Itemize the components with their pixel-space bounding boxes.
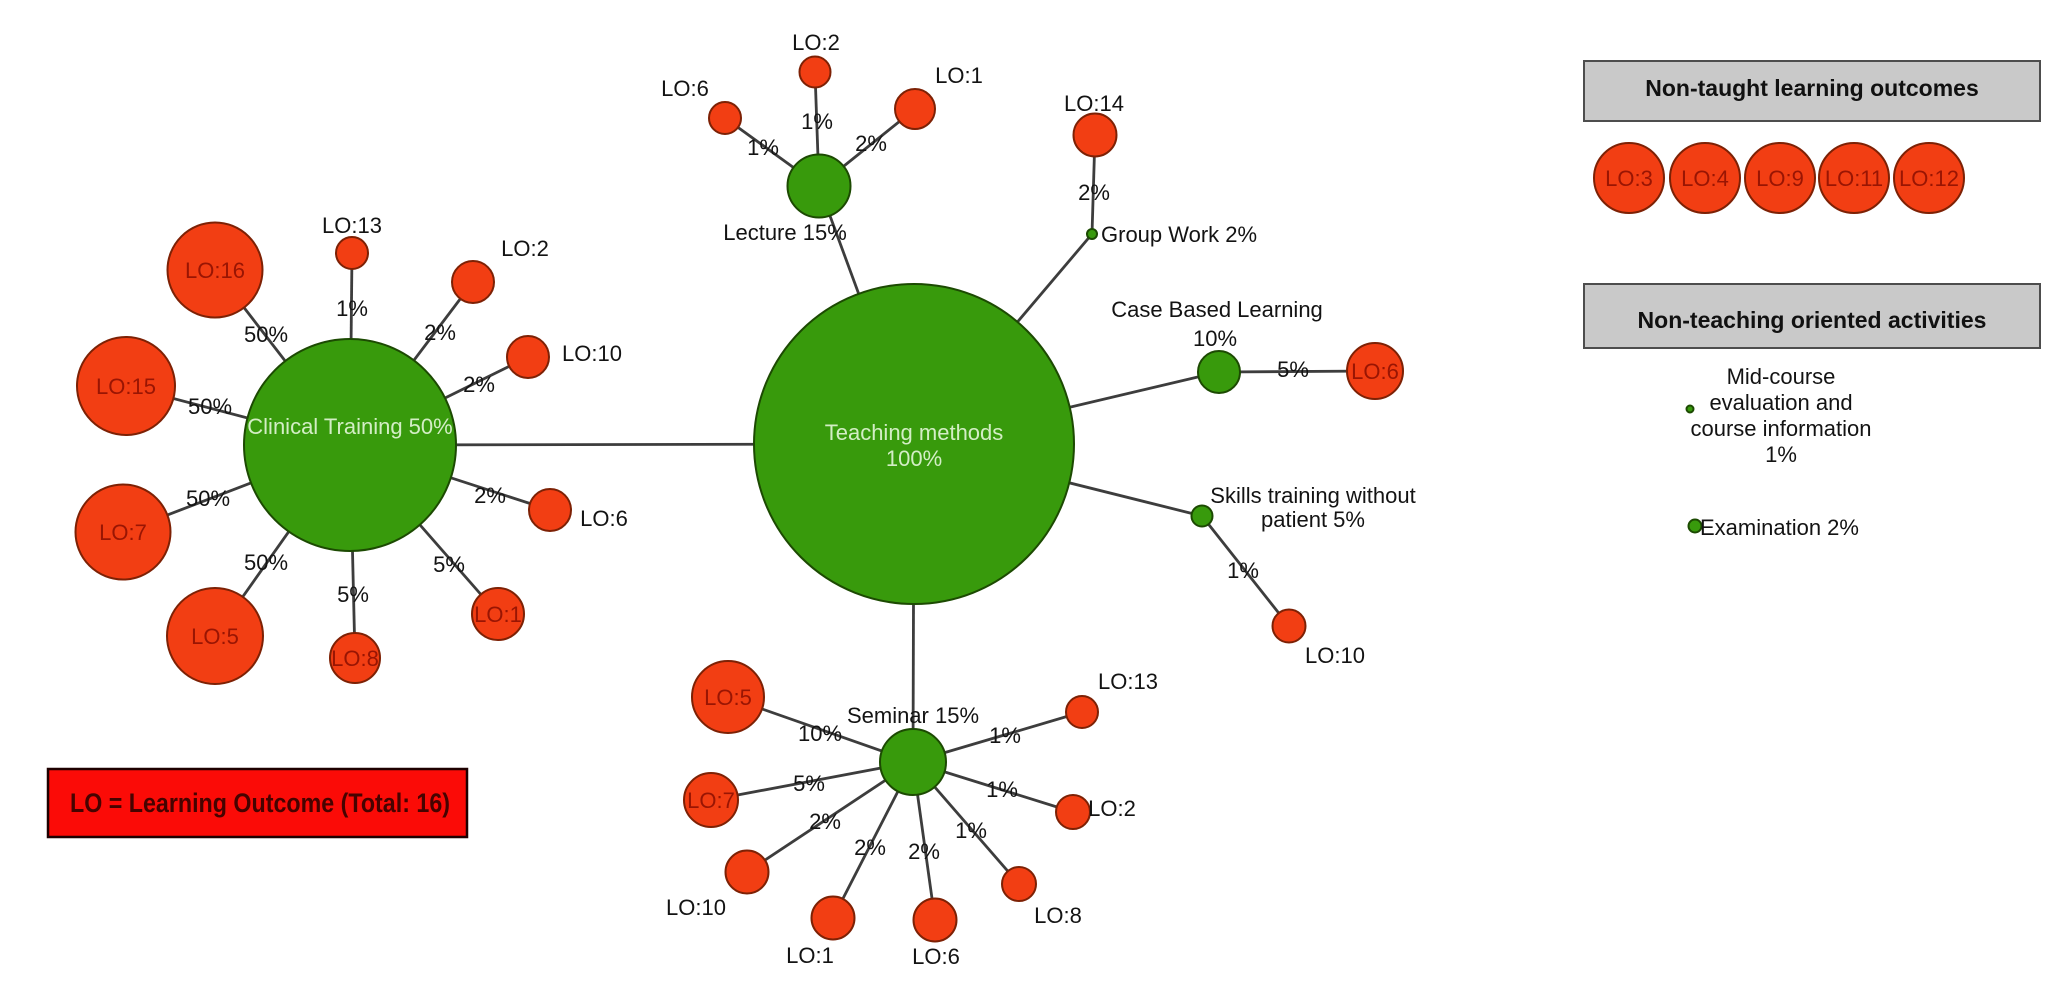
svg-text:2%: 2% — [1078, 180, 1110, 205]
svg-text:LO:13: LO:13 — [1098, 669, 1158, 694]
svg-text:LO:11: LO:11 — [1825, 166, 1883, 191]
svg-text:LO:5: LO:5 — [191, 624, 239, 649]
svg-text:LO:16: LO:16 — [185, 258, 245, 283]
svg-text:LO:2: LO:2 — [792, 30, 840, 55]
svg-text:2%: 2% — [908, 839, 940, 864]
svg-text:evaluation and: evaluation and — [1709, 390, 1852, 415]
svg-text:2%: 2% — [424, 320, 456, 345]
svg-text:LO:1: LO:1 — [786, 943, 834, 968]
svg-text:1%: 1% — [986, 777, 1018, 802]
svg-text:LO:6: LO:6 — [912, 944, 960, 969]
svg-text:LO:10: LO:10 — [1305, 643, 1365, 668]
svg-text:Lecture 15%: Lecture 15% — [723, 220, 847, 245]
svg-text:1%: 1% — [1765, 442, 1797, 467]
svg-text:LO:5: LO:5 — [704, 685, 752, 710]
svg-text:LO:9: LO:9 — [1756, 166, 1804, 191]
svg-text:10%: 10% — [1193, 326, 1237, 351]
svg-text:2%: 2% — [854, 835, 886, 860]
svg-text:LO:10: LO:10 — [562, 341, 622, 366]
svg-text:Non-taught learning outcomes: Non-taught learning outcomes — [1645, 75, 1979, 101]
svg-text:1%: 1% — [1227, 558, 1259, 583]
svg-text:10%: 10% — [798, 721, 842, 746]
svg-text:LO:7: LO:7 — [687, 788, 735, 813]
svg-text:Mid-course: Mid-course — [1727, 364, 1836, 389]
svg-text:2%: 2% — [855, 131, 887, 156]
svg-text:LO:8: LO:8 — [331, 646, 379, 671]
svg-text:LO:1: LO:1 — [474, 602, 522, 627]
svg-text:50%: 50% — [244, 550, 288, 575]
svg-text:2%: 2% — [463, 372, 495, 397]
svg-text:50%: 50% — [186, 486, 230, 511]
svg-text:patient 5%: patient 5% — [1261, 507, 1365, 532]
svg-text:50%: 50% — [188, 394, 232, 419]
svg-text:2%: 2% — [474, 483, 506, 508]
svg-text:1%: 1% — [989, 723, 1021, 748]
svg-text:1%: 1% — [955, 818, 987, 843]
svg-text:Non-teaching oriented activiti: Non-teaching oriented activities — [1638, 307, 1987, 333]
svg-text:LO:8: LO:8 — [1034, 903, 1082, 928]
svg-text:Examination 2%: Examination 2% — [1700, 515, 1859, 540]
svg-text:LO:6: LO:6 — [1351, 359, 1399, 384]
svg-text:Teaching methods: Teaching methods — [825, 420, 1004, 445]
svg-text:LO:3: LO:3 — [1605, 166, 1653, 191]
svg-text:Seminar 15%: Seminar 15% — [847, 703, 979, 728]
svg-text:1%: 1% — [747, 135, 779, 160]
svg-text:5%: 5% — [793, 771, 825, 796]
svg-text:5%: 5% — [433, 552, 465, 577]
svg-text:LO:6: LO:6 — [580, 506, 628, 531]
svg-text:1%: 1% — [336, 296, 368, 321]
svg-text:Clinical Training 50%: Clinical Training 50% — [247, 414, 452, 439]
svg-text:LO:2: LO:2 — [501, 236, 549, 261]
svg-text:LO:4: LO:4 — [1681, 166, 1729, 191]
svg-text:LO:12: LO:12 — [1899, 166, 1959, 191]
svg-text:100%: 100% — [886, 446, 942, 471]
svg-text:5%: 5% — [1277, 357, 1309, 382]
svg-text:Group Work 2%: Group Work 2% — [1101, 222, 1257, 247]
svg-text:LO = Learning Outcome (Total:: LO = Learning Outcome (Total: 16) — [70, 788, 450, 818]
svg-text:LO:10: LO:10 — [666, 895, 726, 920]
svg-text:50%: 50% — [244, 322, 288, 347]
svg-text:2%: 2% — [809, 809, 841, 834]
svg-text:Case Based Learning: Case Based Learning — [1111, 297, 1323, 322]
svg-text:LO:6: LO:6 — [661, 76, 709, 101]
svg-text:Skills training without: Skills training without — [1210, 483, 1415, 508]
svg-text:5%: 5% — [337, 582, 369, 607]
svg-text:course information: course information — [1691, 416, 1872, 441]
svg-text:LO:15: LO:15 — [96, 374, 156, 399]
svg-text:LO:7: LO:7 — [99, 520, 147, 545]
svg-text:LO:13: LO:13 — [322, 213, 382, 238]
svg-text:LO:2: LO:2 — [1088, 796, 1136, 821]
svg-text:LO:1: LO:1 — [935, 63, 983, 88]
svg-text:1%: 1% — [801, 109, 833, 134]
svg-text:LO:14: LO:14 — [1064, 91, 1124, 116]
